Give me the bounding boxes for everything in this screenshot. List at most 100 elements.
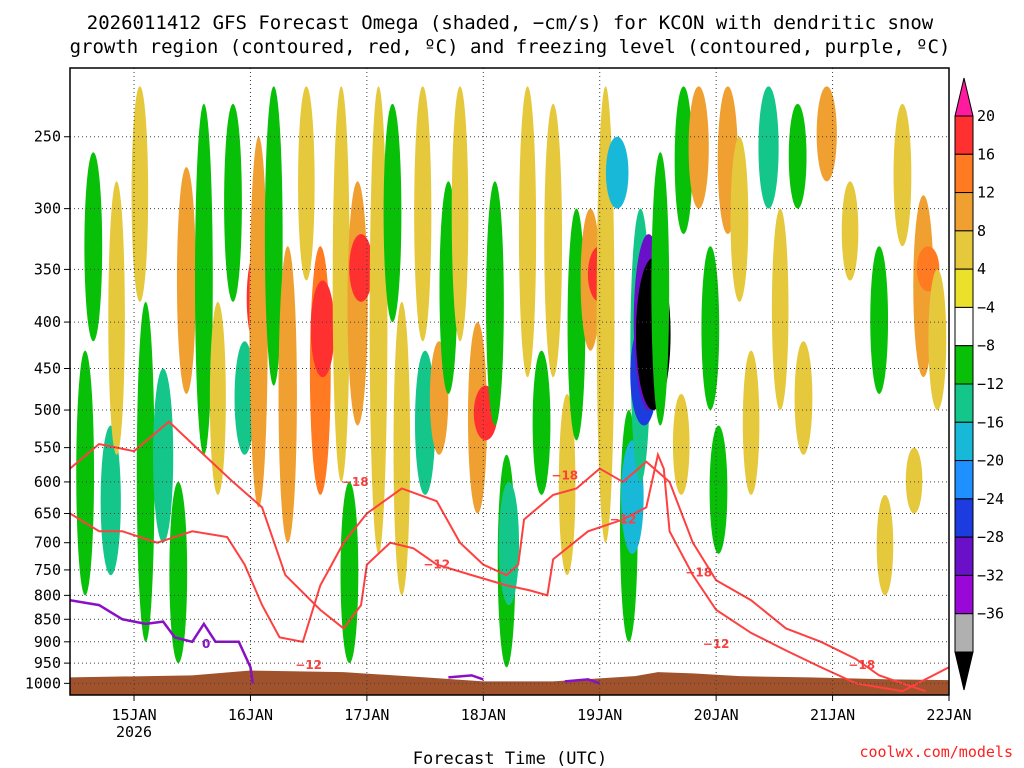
omega-cell bbox=[518, 86, 537, 378]
y-tick-label: 700 bbox=[34, 534, 61, 552]
dgz-contour-label: −12 bbox=[295, 658, 322, 672]
colorbar-label: 12 bbox=[977, 184, 995, 202]
omega-cell bbox=[605, 136, 629, 209]
colorbar-swatch bbox=[954, 115, 974, 155]
omega-cell bbox=[672, 393, 690, 495]
axes: 250 300 350 400 450 500 550 600 650 700 750 800 850 9… bbox=[25, 128, 972, 741]
omega-cell bbox=[841, 181, 859, 281]
terrain-fill bbox=[70, 670, 949, 695]
colorbar-label: −32 bbox=[977, 566, 1004, 584]
freezing-level-contour bbox=[448, 674, 484, 681]
omega-cell bbox=[596, 86, 615, 543]
freezing-level-contour bbox=[564, 678, 601, 685]
dgz-contour-label: −12 bbox=[423, 558, 450, 572]
colorbar-swatch bbox=[954, 498, 974, 538]
omega-cell bbox=[153, 368, 174, 543]
omega-cell bbox=[544, 103, 563, 378]
y-tick-label: 950 bbox=[34, 654, 61, 672]
y-tick-label: 250 bbox=[34, 128, 61, 146]
y-tick-label: 550 bbox=[34, 439, 61, 457]
colorbar-label: −36 bbox=[977, 605, 1004, 623]
omega-cell bbox=[298, 86, 315, 281]
colorbar-label: 20 bbox=[977, 107, 995, 125]
x-tick-label: 18JAN bbox=[461, 706, 506, 724]
omega-cell bbox=[383, 103, 402, 323]
colorbar-swatch bbox=[954, 345, 974, 385]
omega-cell bbox=[742, 350, 760, 495]
omega-cell bbox=[870, 246, 889, 394]
colorbar-swatch bbox=[954, 77, 974, 117]
colorbar-swatch bbox=[954, 153, 974, 194]
grid-lines bbox=[70, 68, 949, 695]
x-tick-sublabel: 2026 bbox=[116, 723, 152, 741]
colorbar-label: −4 bbox=[977, 298, 995, 316]
colorbar-swatch bbox=[954, 651, 974, 691]
colorbar-swatch bbox=[954, 421, 974, 462]
omega-cell bbox=[701, 246, 720, 411]
omega-cell bbox=[674, 86, 693, 235]
colorbar: 20 16 12 8 4 −4 −8 −12 −16 −20 −24 −28 −32 −36 bbox=[954, 77, 1004, 691]
credit-text: coolwx.com/models bbox=[859, 743, 1013, 761]
omega-cell bbox=[224, 103, 242, 302]
omega-cell bbox=[876, 494, 894, 596]
omega-cell bbox=[349, 234, 373, 302]
omega-cell bbox=[84, 152, 103, 342]
omega-cell bbox=[771, 208, 789, 411]
omega-cell bbox=[730, 136, 749, 302]
chart-title-line-1: 2026011412 GFS Forecast Omega (shaded, −… bbox=[87, 12, 934, 34]
omega-cell bbox=[100, 425, 121, 576]
omega-cell bbox=[816, 86, 837, 182]
y-tick-label: 650 bbox=[34, 504, 61, 522]
omega-cell bbox=[788, 103, 807, 209]
colorbar-swatch bbox=[954, 230, 974, 270]
y-tick-label: 1000 bbox=[25, 674, 61, 692]
colorbar-swatch bbox=[954, 192, 974, 232]
x-tick-label: 16JAN bbox=[228, 706, 273, 724]
omega-cell bbox=[76, 350, 95, 596]
y-tick-label: 300 bbox=[34, 200, 61, 218]
x-tick-label: 21JAN bbox=[810, 706, 855, 724]
y-tick-label: 600 bbox=[34, 473, 61, 491]
omega-cell bbox=[340, 481, 359, 664]
chart-title-line-2: growth region (contoured, red, ºC) and f… bbox=[70, 36, 951, 58]
y-tick-label: 450 bbox=[34, 360, 61, 378]
dgz-contour-label: −18 bbox=[848, 658, 875, 672]
omega-cell bbox=[310, 280, 335, 378]
freezing-contour-label: 0 bbox=[202, 637, 210, 651]
y-tick-label: 800 bbox=[34, 586, 61, 604]
dgz-contour-label: −12 bbox=[703, 637, 730, 651]
y-tick-label: 400 bbox=[34, 313, 61, 331]
y-tick-label: 500 bbox=[34, 401, 61, 419]
x-tick-label: 20JAN bbox=[694, 706, 739, 724]
omega-cell bbox=[278, 246, 297, 543]
omega-cell bbox=[347, 181, 368, 426]
omega-cell bbox=[893, 103, 912, 247]
dgz-contour bbox=[70, 420, 949, 693]
x-tick-label: 22JAN bbox=[926, 706, 971, 724]
omega-cell bbox=[709, 425, 728, 554]
colorbar-swatch bbox=[954, 613, 974, 653]
colorbar-label: −16 bbox=[977, 413, 1004, 431]
dgz-contour bbox=[70, 460, 927, 693]
omega-cell bbox=[393, 301, 411, 596]
omega-cell bbox=[651, 152, 670, 426]
colorbar-swatch bbox=[954, 383, 974, 423]
colorbar-label: −20 bbox=[977, 452, 1004, 470]
omega-cell bbox=[332, 86, 350, 482]
omega-cell bbox=[176, 167, 196, 394]
y-tick-label: 750 bbox=[34, 561, 61, 579]
x-axis-label: Forecast Time (UTC) bbox=[413, 749, 607, 768]
colorbar-label: −24 bbox=[977, 490, 1004, 508]
dgz-contour-label: −18 bbox=[551, 468, 578, 482]
y-tick-label: 350 bbox=[34, 260, 61, 278]
x-tick-label: 19JAN bbox=[577, 706, 622, 724]
omega-cell bbox=[928, 269, 947, 411]
x-tick-label: 15JAN bbox=[111, 706, 156, 724]
omega-cell bbox=[131, 86, 149, 302]
colorbar-swatch bbox=[954, 306, 974, 347]
plot-area: −18 −12 −12 −18 −12 −18 −12 −18 0 bbox=[70, 86, 949, 695]
omega-cell bbox=[758, 86, 779, 209]
omega-cell bbox=[194, 103, 213, 455]
omega-cell bbox=[169, 481, 188, 664]
